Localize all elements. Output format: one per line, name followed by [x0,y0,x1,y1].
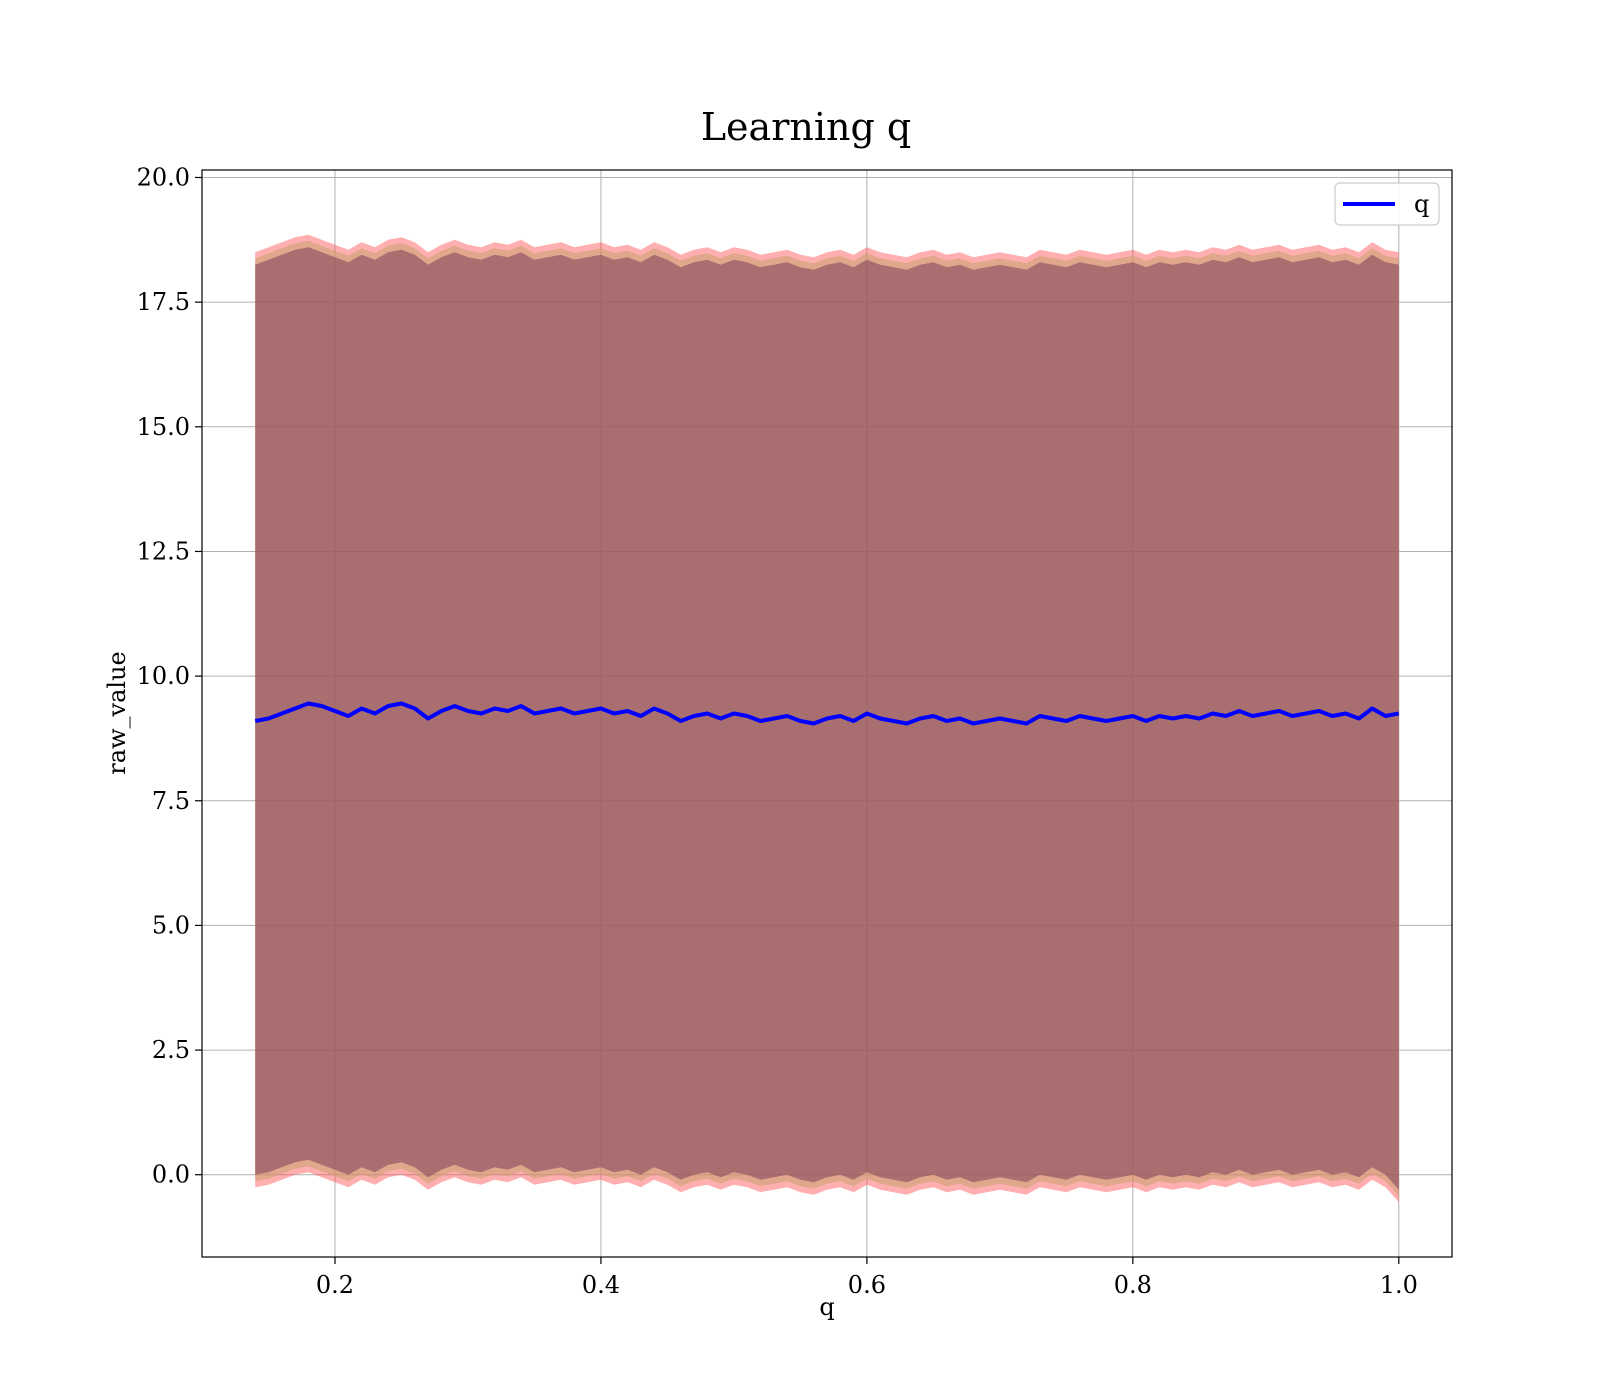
y-tick-label: 17.5 [137,288,190,316]
x-tick-label: 1.0 [1380,1271,1418,1299]
x-tick-label: 0.4 [582,1271,620,1299]
y-axis: 0.0 2.5 5.0 7.5 10.0 12.5 15.0 17.5 20.0 [137,163,202,1189]
x-axis-label: q [819,1293,834,1321]
y-tick-label: 15.0 [137,413,190,441]
x-axis: 0.2 0.4 0.6 0.8 1.0 [316,1257,1418,1299]
y-tick-label: 12.5 [137,537,190,565]
legend-label-q: q [1414,190,1429,218]
x-tick-label: 0.2 [316,1271,354,1299]
legend: q [1334,182,1440,226]
x-tick-label: 0.8 [1114,1271,1152,1299]
series-line-q [254,701,1400,726]
y-tick-label: 2.5 [152,1036,190,1064]
y-tick-label: 10.0 [137,662,190,690]
y-axis-label: raw_value [103,651,131,775]
y-tick-label: 7.5 [152,787,190,815]
axes-frame [201,169,1453,1258]
chart-title: Learning q [701,105,911,149]
y-tick-label: 5.0 [152,911,190,939]
y-tick-label: 20.0 [137,163,190,191]
y-tick-label: 0.0 [152,1161,190,1189]
x-tick-label: 0.6 [848,1271,886,1299]
series-group [254,701,1400,726]
